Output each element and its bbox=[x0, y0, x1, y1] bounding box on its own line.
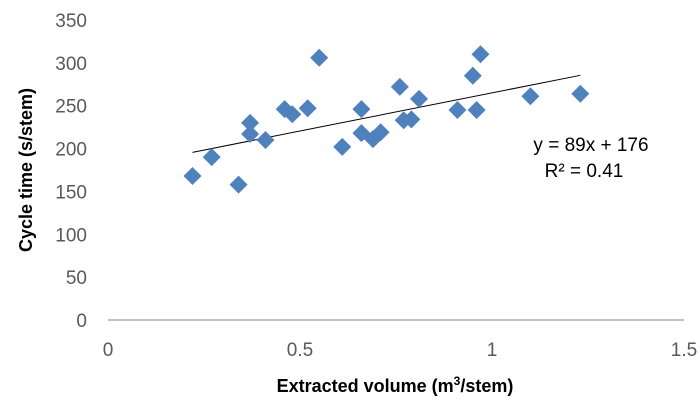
trendline-equation: y = 89x + 176 bbox=[533, 135, 648, 156]
data-point-24 bbox=[571, 84, 590, 103]
y-tick-label-2: 100 bbox=[55, 225, 87, 246]
y-tick-labels: 0 50 100 150 200 250 300 350 bbox=[55, 11, 87, 332]
x-tick-label-1: 0.5 bbox=[287, 340, 313, 361]
data-point-8 bbox=[298, 99, 317, 118]
data-point-3 bbox=[241, 113, 260, 132]
x-axis-title: Extracted volume (m3/stem) bbox=[277, 374, 514, 396]
data-point-10 bbox=[333, 137, 352, 156]
data-point-2 bbox=[229, 175, 248, 194]
data-point-4 bbox=[241, 125, 260, 143]
data-point-19 bbox=[448, 101, 467, 119]
y-axis-title: Cycle time (s/stem) bbox=[16, 88, 36, 252]
y-tick-label-4: 200 bbox=[55, 140, 87, 161]
data-point-23 bbox=[521, 87, 540, 106]
y-tick-label-1: 50 bbox=[66, 268, 87, 289]
data-point-15 bbox=[390, 77, 409, 96]
data-point-7 bbox=[283, 105, 302, 124]
data-points bbox=[183, 45, 590, 194]
data-point-20 bbox=[463, 66, 482, 85]
x-axis-title-superscript: 3 bbox=[454, 374, 461, 388]
x-tick-labels: 0 0.5 1 1.5 bbox=[103, 340, 698, 361]
data-point-1 bbox=[202, 148, 221, 167]
y-tick-label-3: 150 bbox=[55, 182, 87, 203]
data-point-9 bbox=[310, 48, 329, 67]
data-point-5 bbox=[256, 131, 275, 149]
y-tick-label-7: 350 bbox=[55, 11, 87, 32]
x-tick-label-2: 1 bbox=[487, 340, 498, 361]
y-tick-label-5: 250 bbox=[55, 97, 87, 118]
x-tick-label-0: 0 bbox=[103, 340, 114, 361]
data-point-18 bbox=[410, 89, 429, 108]
data-point-11 bbox=[352, 100, 371, 119]
y-tick-label-0: 0 bbox=[76, 311, 87, 332]
x-tick-label-3: 1.5 bbox=[671, 340, 697, 361]
data-point-17 bbox=[402, 110, 421, 129]
x-axis-title-end: /stem) bbox=[460, 376, 513, 396]
data-point-22 bbox=[471, 45, 490, 64]
x-axis-title-main: Extracted volume (m bbox=[277, 376, 454, 396]
y-tick-label-6: 300 bbox=[55, 54, 87, 75]
trendline-r-squared: R² = 0.41 bbox=[545, 161, 624, 182]
data-point-21 bbox=[467, 101, 486, 119]
data-point-14 bbox=[371, 123, 390, 142]
data-point-0 bbox=[183, 167, 202, 185]
